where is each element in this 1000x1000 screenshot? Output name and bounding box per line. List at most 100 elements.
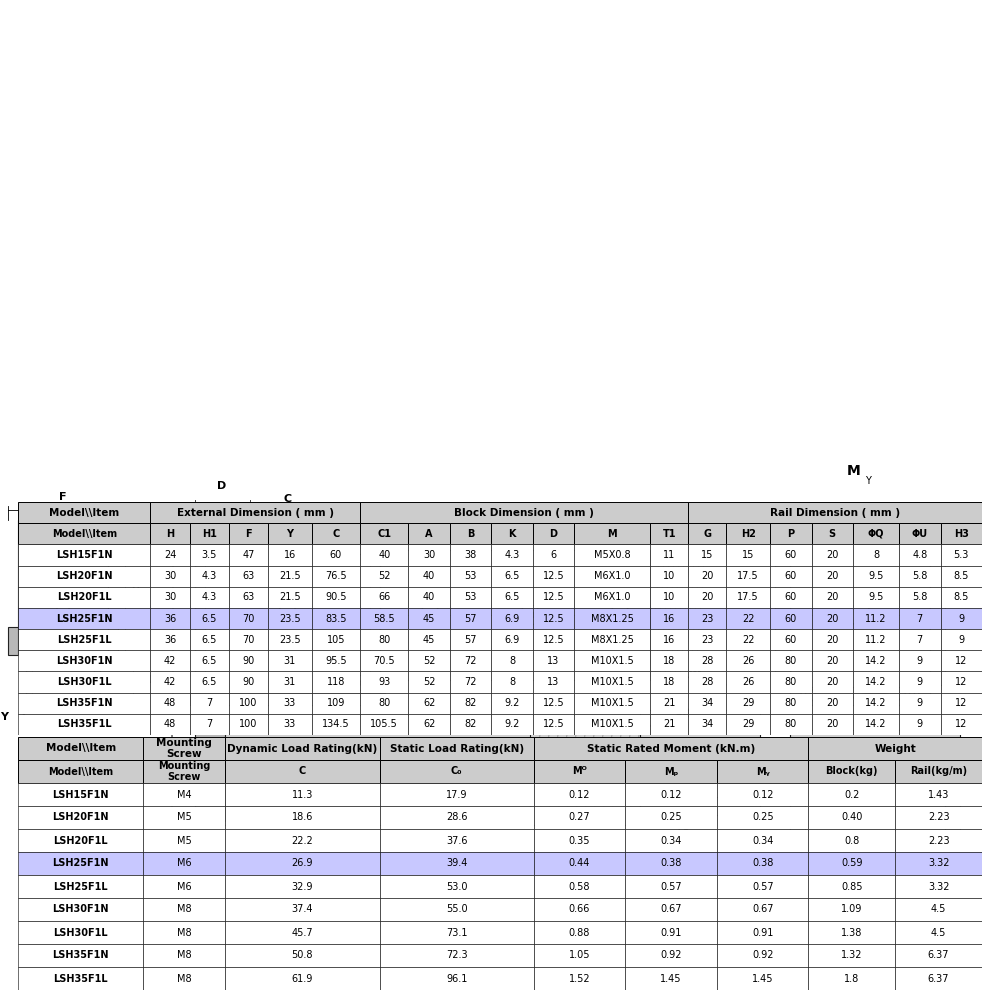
Bar — [491, 629, 533, 650]
Text: ΦU: ΦU — [912, 529, 928, 539]
Text: 105: 105 — [327, 635, 345, 645]
Text: 0.59: 0.59 — [841, 858, 863, 868]
Text: 23.5: 23.5 — [279, 613, 301, 624]
Circle shape — [801, 688, 815, 702]
Text: 60: 60 — [330, 550, 342, 560]
Text: 20: 20 — [826, 635, 838, 645]
Bar — [941, 523, 982, 544]
Text: H3: H3 — [954, 529, 969, 539]
Text: C₀: C₀ — [451, 766, 462, 776]
Text: 93: 93 — [378, 677, 390, 687]
Text: 20: 20 — [826, 571, 838, 581]
Bar — [8, 627, 18, 655]
Text: 20: 20 — [826, 656, 838, 666]
Text: 20: 20 — [826, 613, 838, 624]
Text: 52: 52 — [423, 656, 435, 666]
Bar — [853, 693, 899, 714]
Bar — [650, 566, 688, 587]
Bar — [688, 544, 726, 566]
Text: 60: 60 — [785, 592, 797, 602]
Circle shape — [909, 532, 915, 538]
Bar — [533, 714, 574, 735]
Bar — [18, 587, 150, 608]
Text: 70.5: 70.5 — [373, 656, 395, 666]
Text: 83.5: 83.5 — [325, 613, 347, 624]
Bar — [574, 714, 650, 735]
Bar — [380, 967, 534, 990]
Text: C1: C1 — [377, 529, 391, 539]
Circle shape — [649, 716, 661, 728]
Text: D: D — [217, 481, 227, 491]
Circle shape — [805, 692, 811, 698]
Bar — [360, 587, 408, 608]
Bar — [808, 806, 895, 829]
Text: H1: H1 — [138, 675, 153, 685]
Text: 33: 33 — [284, 719, 296, 729]
Circle shape — [739, 716, 751, 728]
Bar — [312, 523, 360, 544]
Bar — [534, 829, 625, 852]
Bar — [190, 608, 229, 629]
Bar — [625, 875, 717, 898]
Text: 28: 28 — [701, 656, 713, 666]
Text: 20: 20 — [826, 698, 838, 708]
Text: 0.38: 0.38 — [752, 858, 773, 868]
Text: 12: 12 — [955, 677, 967, 687]
Text: 11.2: 11.2 — [865, 613, 887, 624]
Text: 0.12: 0.12 — [569, 790, 590, 800]
Circle shape — [92, 637, 96, 641]
Text: M: M — [847, 464, 861, 478]
Text: 6.5: 6.5 — [202, 656, 217, 666]
Text: M: M — [862, 682, 876, 696]
Bar — [650, 629, 688, 650]
Bar — [770, 693, 812, 714]
Text: 13: 13 — [547, 677, 560, 687]
Text: R: R — [705, 676, 711, 686]
Bar — [808, 737, 982, 760]
Bar — [18, 714, 150, 735]
Text: M4: M4 — [177, 790, 192, 800]
Bar — [625, 783, 717, 806]
Text: 24: 24 — [164, 550, 176, 560]
Bar — [688, 608, 726, 629]
Text: H2: H2 — [741, 529, 756, 539]
Bar — [574, 587, 650, 608]
Bar — [688, 502, 982, 523]
Text: 0.27: 0.27 — [569, 812, 590, 822]
Bar — [190, 714, 229, 735]
Text: 22: 22 — [742, 635, 754, 645]
Text: Mᴼ: Mᴼ — [572, 766, 587, 776]
Circle shape — [808, 741, 822, 755]
Bar — [533, 650, 574, 671]
Text: 17.5: 17.5 — [737, 571, 759, 581]
Bar — [195, 719, 225, 821]
Text: C: C — [299, 766, 306, 776]
Bar — [941, 714, 982, 735]
Text: Model\\Item: Model\\Item — [49, 508, 119, 518]
Bar — [360, 523, 408, 544]
Bar — [650, 608, 688, 629]
Text: H: H — [166, 529, 174, 539]
Bar — [312, 629, 360, 650]
Text: 4-M: 4-M — [197, 718, 217, 728]
Text: M8: M8 — [177, 928, 192, 938]
Bar — [450, 523, 491, 544]
Text: 9.5: 9.5 — [868, 571, 884, 581]
Circle shape — [420, 605, 440, 625]
Text: 6.5: 6.5 — [202, 677, 217, 687]
Text: 3.5: 3.5 — [202, 550, 217, 560]
Text: 0.2: 0.2 — [844, 790, 860, 800]
Bar — [190, 629, 229, 650]
Bar — [726, 608, 770, 629]
Text: 4.5: 4.5 — [931, 904, 946, 914]
Circle shape — [56, 598, 70, 612]
Bar — [190, 693, 229, 714]
Text: B: B — [157, 610, 165, 620]
Bar — [574, 544, 650, 566]
Circle shape — [849, 604, 871, 626]
Bar — [533, 587, 574, 608]
Text: 21: 21 — [663, 719, 675, 729]
Bar — [18, 544, 150, 566]
Text: 53: 53 — [464, 592, 477, 602]
Text: H1: H1 — [57, 722, 69, 732]
